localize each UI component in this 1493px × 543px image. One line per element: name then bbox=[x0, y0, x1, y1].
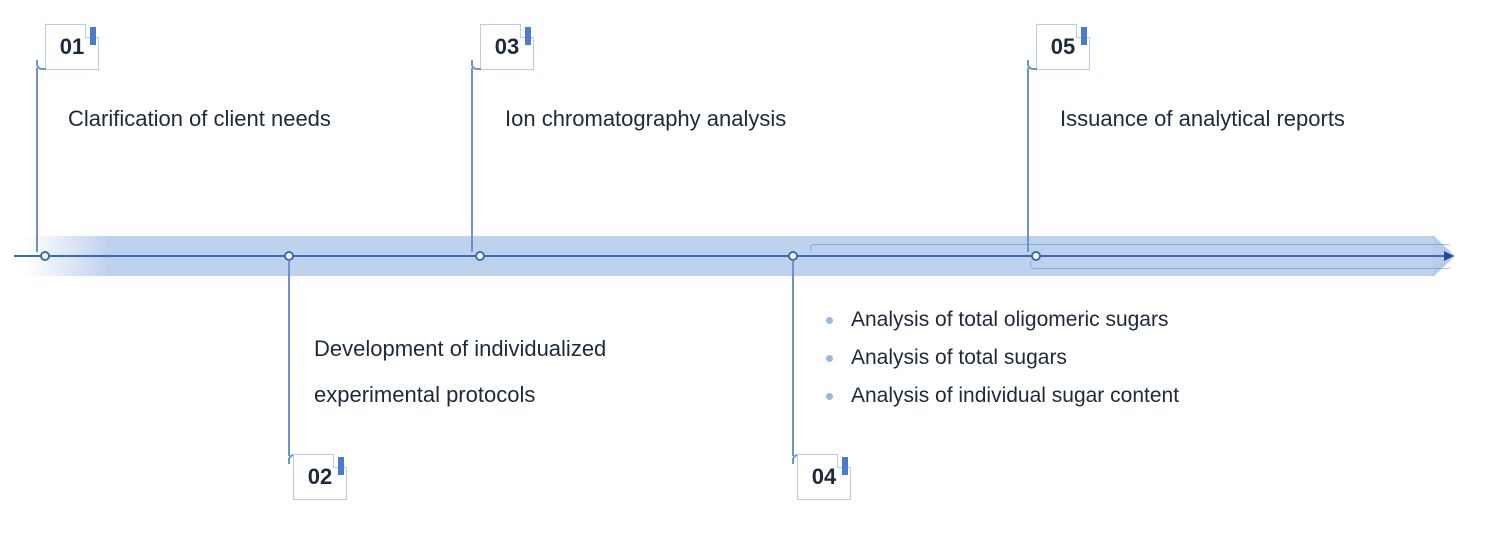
connector-line bbox=[288, 260, 290, 456]
step-02-number: 02 bbox=[308, 464, 332, 490]
step-02-label: Development of individualized experiment… bbox=[314, 326, 724, 418]
trace-line bbox=[810, 244, 1451, 253]
timeline-midline bbox=[14, 255, 1446, 257]
timeline-dot bbox=[40, 251, 50, 261]
step-03-label: Ion chromatography analysis bbox=[505, 96, 805, 142]
trace-line bbox=[1030, 260, 1451, 269]
step-01-numbox: 01 bbox=[45, 24, 99, 70]
bullet-dot-icon bbox=[826, 317, 833, 324]
step-03-numbox: 03 bbox=[480, 24, 534, 70]
bullet-dot-icon bbox=[826, 355, 833, 362]
bullet-text: Analysis of total oligomeric sugars bbox=[851, 308, 1168, 332]
bullet-item: Analysis of total sugars bbox=[826, 346, 1179, 370]
step-01-label: Clarification of client needs bbox=[68, 96, 398, 142]
connector-line bbox=[36, 68, 38, 252]
connector-line bbox=[1027, 68, 1029, 252]
step-04-numbox: 04 bbox=[797, 454, 851, 500]
step-03-number: 03 bbox=[495, 34, 519, 60]
connector-line bbox=[792, 260, 794, 456]
bullet-text: Analysis of total sugars bbox=[851, 346, 1067, 370]
bullet-dot-icon bbox=[826, 393, 833, 400]
step-05-number: 05 bbox=[1051, 34, 1075, 60]
bullet-item: Analysis of total oligomeric sugars bbox=[826, 308, 1179, 332]
bullet-item: Analysis of individual sugar content bbox=[826, 384, 1179, 408]
connector-line bbox=[471, 68, 473, 252]
bullet-text: Analysis of individual sugar content bbox=[851, 384, 1179, 408]
step-02-numbox: 02 bbox=[293, 454, 347, 500]
step-05-label: Issuance of analytical reports bbox=[1060, 96, 1360, 142]
timeline-dot bbox=[1031, 251, 1041, 261]
step-04-number: 04 bbox=[812, 464, 836, 490]
timeline-diagram: 01 Clarification of client needs 02 Deve… bbox=[0, 0, 1493, 543]
step-04-bullet-list: Analysis of total oligomeric sugars Anal… bbox=[826, 308, 1179, 422]
timeline-dot bbox=[475, 251, 485, 261]
step-05-numbox: 05 bbox=[1036, 24, 1090, 70]
step-01-number: 01 bbox=[60, 34, 84, 60]
